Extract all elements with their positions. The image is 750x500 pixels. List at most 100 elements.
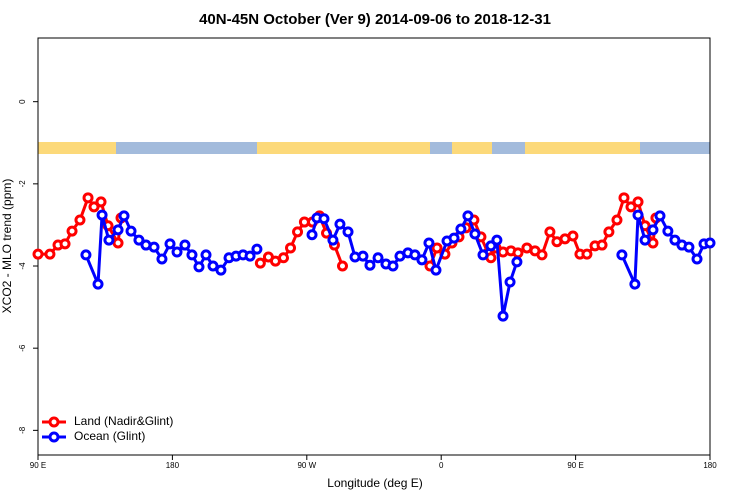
data-point	[82, 192, 94, 204]
data-point	[327, 234, 339, 246]
data-point	[654, 210, 666, 222]
data-point	[618, 192, 630, 204]
data-point	[536, 249, 548, 261]
data-point	[125, 225, 137, 237]
y-tick-label: -8	[18, 426, 27, 434]
data-point	[179, 239, 191, 251]
y-tick-label: 0	[18, 99, 27, 104]
x-tick-label: 90 E	[567, 461, 583, 470]
data-point	[118, 210, 130, 222]
land-band	[452, 142, 492, 154]
data-point	[207, 260, 219, 272]
land-band	[525, 142, 640, 154]
data-point	[581, 248, 593, 260]
data-point	[254, 257, 266, 269]
data-point	[409, 249, 421, 261]
chart-title: 40N-45N October (Ver 9) 2014-09-06 to 20…	[199, 11, 551, 28]
data-point	[544, 226, 556, 238]
data-point	[88, 201, 100, 213]
data-point	[306, 229, 318, 241]
data-point	[616, 249, 628, 261]
legend-label: Ocean (Glint)	[74, 429, 145, 443]
data-point	[336, 260, 348, 272]
y-tick-label: -4	[18, 262, 27, 270]
data-point	[96, 209, 108, 221]
data-point	[357, 250, 369, 262]
data-point	[431, 242, 443, 254]
data-point	[334, 218, 346, 230]
y-tick-label: -2	[18, 180, 27, 188]
data-point	[200, 249, 212, 261]
data-point	[632, 209, 644, 221]
data-point	[74, 214, 86, 226]
data-point	[318, 213, 330, 225]
legend-marker	[48, 431, 60, 443]
data-point	[193, 261, 205, 273]
data-point	[504, 276, 516, 288]
data-point	[44, 248, 56, 260]
data-point	[455, 223, 467, 235]
data-point	[448, 232, 460, 244]
data-point	[567, 230, 579, 242]
data-point	[611, 214, 623, 226]
data-point	[423, 237, 435, 249]
data-point	[278, 252, 290, 264]
data-point	[292, 226, 304, 238]
data-point	[511, 256, 523, 268]
data-point	[103, 234, 115, 246]
land-band	[257, 142, 430, 154]
legend: Land (Nadir&Glint)Ocean (Glint)	[42, 414, 173, 443]
y-tick-label: -6	[18, 344, 27, 352]
data-point	[251, 243, 263, 255]
data-point	[647, 224, 659, 236]
data-point	[186, 249, 198, 261]
data-point	[512, 247, 524, 259]
data-point	[639, 234, 651, 246]
data-point	[148, 241, 160, 253]
data-point	[285, 242, 297, 254]
data-point	[66, 225, 78, 237]
data-point	[342, 226, 354, 238]
data-point	[215, 264, 227, 276]
data-point	[244, 250, 256, 262]
data-point	[497, 310, 509, 322]
data-point	[112, 237, 124, 249]
data-point	[629, 278, 641, 290]
y-axis-label: XCO2 - MLO trend (ppm)	[0, 179, 14, 314]
data-point	[32, 248, 44, 260]
data-point	[133, 234, 145, 246]
land-band	[38, 142, 116, 154]
x-tick-label: 180	[703, 461, 717, 470]
data-point	[59, 238, 71, 250]
x-tick-label: 90 E	[30, 461, 46, 470]
data-point	[669, 234, 681, 246]
data-point	[95, 196, 107, 208]
data-point	[372, 252, 384, 264]
data-point	[603, 226, 615, 238]
legend-label: Land (Nadir&Glint)	[74, 414, 173, 428]
x-axis-label: Longitude (deg E)	[327, 476, 422, 490]
data-point	[171, 246, 183, 258]
legend-marker	[48, 416, 60, 428]
data-point	[469, 228, 481, 240]
data-point	[683, 241, 695, 253]
data-point	[364, 259, 376, 271]
data-point	[632, 196, 644, 208]
data-point	[92, 278, 104, 290]
data-point	[596, 239, 608, 251]
land-ocean-strip	[38, 142, 710, 154]
x-tick-label: 0	[439, 461, 444, 470]
x-tick-label: 90 W	[297, 461, 316, 470]
data-point	[387, 260, 399, 272]
data-point	[156, 253, 168, 265]
data-point	[704, 237, 716, 249]
data-point	[430, 264, 442, 276]
data-point	[662, 225, 674, 237]
data-point	[416, 254, 428, 266]
data-point	[477, 249, 489, 261]
data-point	[691, 253, 703, 265]
data-point	[491, 234, 503, 246]
data-point	[80, 249, 92, 261]
